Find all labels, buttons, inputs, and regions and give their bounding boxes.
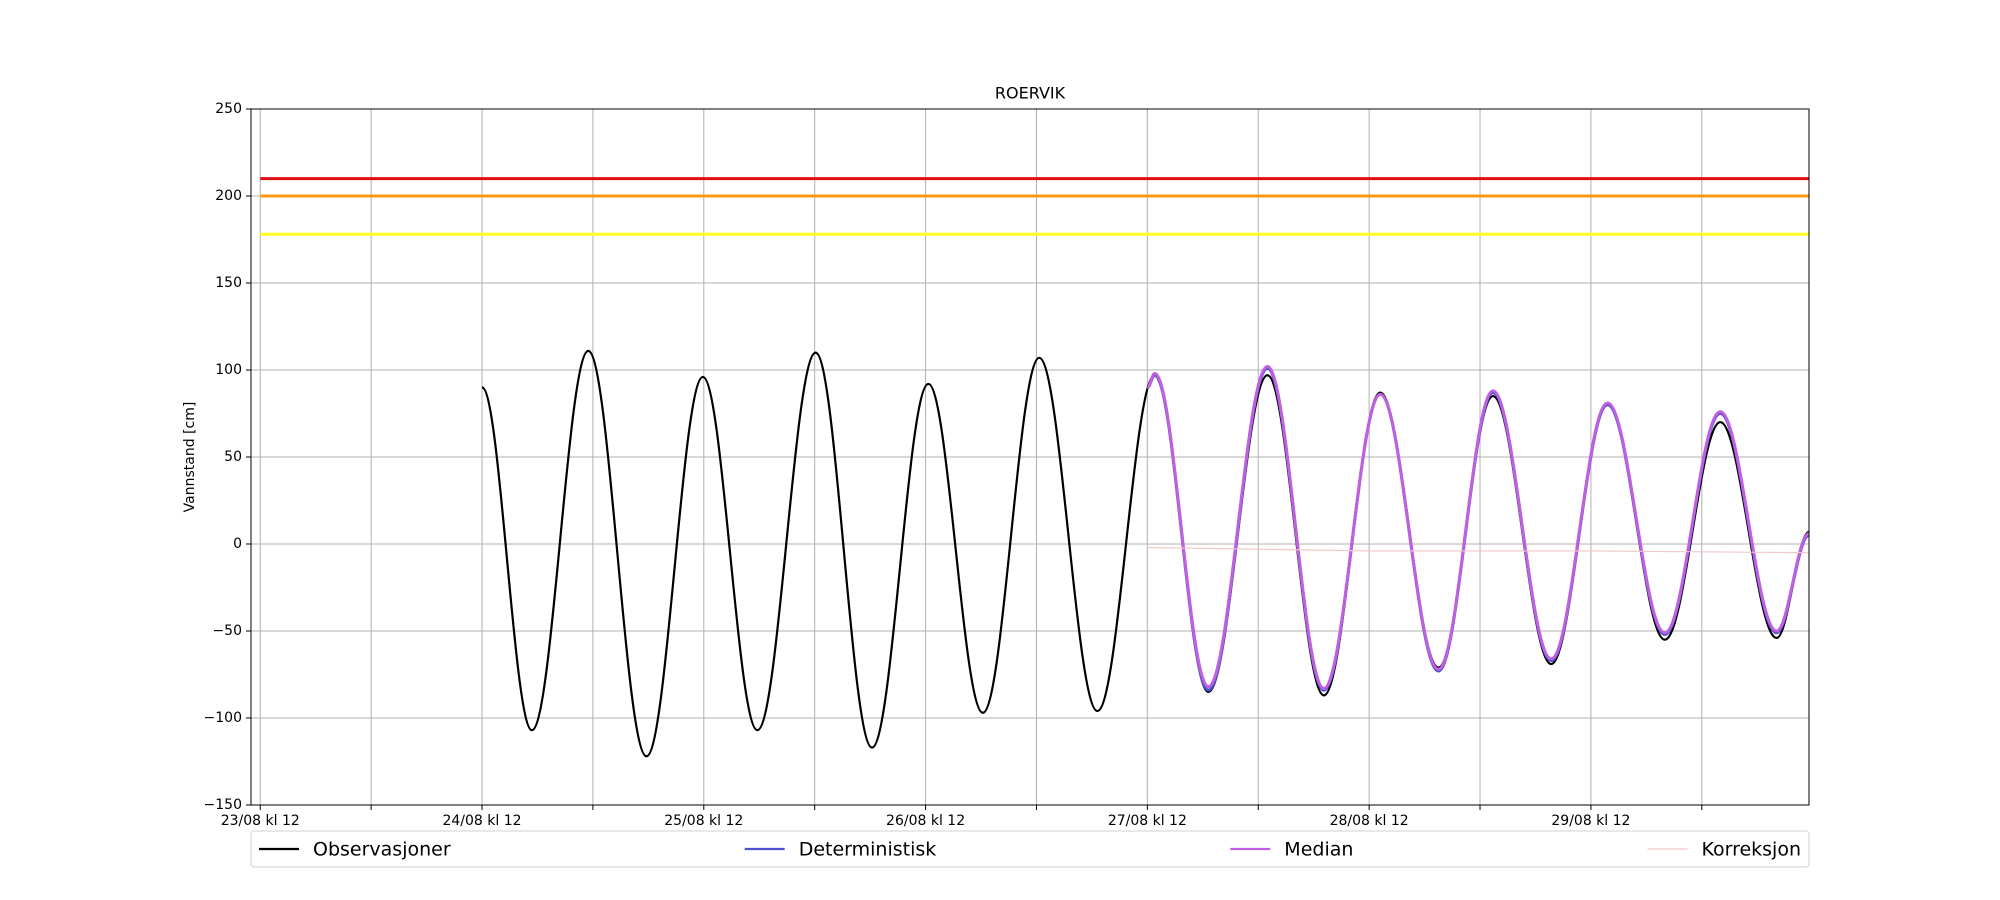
y-axis-label: Vannstand [cm] [182,402,198,513]
x-tick-label: 24/08 kl 12 [442,813,521,829]
x-tick-label: 29/08 kl 12 [1551,813,1630,829]
series-line [480,349,1810,758]
x-tick-label: 25/08 kl 12 [664,813,743,829]
y-tick-label: 250 [215,101,242,117]
y-tick-label: −50 [212,623,242,639]
y-tick-label: 50 [224,449,242,465]
legend-item: Observasjoner [259,839,451,861]
x-tick-label: 23/08 kl 12 [221,813,300,829]
chart-title: ROERVIK [995,84,1066,103]
series-line [1146,366,1810,692]
x-tick-label: 26/08 kl 12 [886,813,965,829]
plot-frame [250,108,1810,806]
y-tick-label: −150 [204,797,242,813]
legend-item: Deterministisk [744,839,937,861]
legend-item: Median [1230,839,1353,861]
y-tick-label: −100 [204,710,242,726]
y-tick-label: 200 [215,188,242,204]
legend-item: Korreksjon [1647,839,1801,861]
legend-label: Median [1284,839,1353,861]
legend-label: Observasjoner [313,839,451,861]
series-line [1146,365,1810,690]
legend-label: Korreksjon [1701,839,1801,861]
y-tick-label: 0 [233,536,242,552]
series-line [1147,546,1810,554]
x-tick-label: 27/08 kl 12 [1108,813,1187,829]
x-tick-label: 28/08 kl 12 [1330,813,1409,829]
legend-box [250,830,1810,868]
y-tick-label: 100 [215,362,242,378]
y-tick-label: 150 [215,275,242,291]
legend-label: Deterministisk [799,839,937,861]
